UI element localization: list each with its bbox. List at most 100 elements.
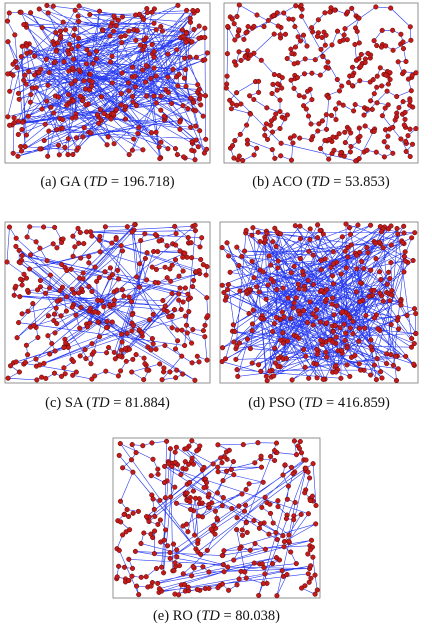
city — [76, 3, 82, 9]
city — [89, 233, 95, 239]
city — [82, 347, 88, 353]
city — [212, 508, 218, 514]
city — [61, 365, 67, 371]
city — [263, 373, 269, 379]
city — [365, 50, 371, 56]
city — [119, 14, 126, 20]
city — [19, 126, 25, 133]
city — [307, 547, 313, 553]
city — [105, 113, 111, 119]
city — [148, 347, 154, 353]
city — [105, 134, 111, 140]
city — [373, 256, 379, 262]
city — [203, 136, 209, 142]
city — [325, 59, 331, 65]
city — [317, 227, 323, 233]
city — [76, 35, 82, 41]
city — [15, 118, 21, 124]
caption-open: ( — [299, 395, 304, 411]
city — [394, 317, 400, 323]
city — [291, 300, 297, 306]
city — [129, 328, 135, 334]
city — [61, 59, 67, 65]
city — [307, 237, 313, 243]
city — [234, 367, 240, 373]
city — [161, 365, 167, 371]
city — [377, 290, 383, 296]
city — [383, 72, 389, 78]
city — [200, 262, 206, 268]
city — [232, 138, 238, 144]
city — [73, 114, 79, 120]
city — [306, 248, 312, 254]
city — [330, 261, 336, 267]
city — [267, 510, 274, 516]
city — [103, 368, 109, 374]
city — [24, 50, 30, 56]
city — [169, 463, 175, 470]
city — [62, 371, 68, 377]
city — [152, 279, 158, 285]
caption-method: SA — [65, 395, 84, 411]
city — [204, 357, 210, 363]
city — [141, 530, 147, 536]
city — [237, 288, 243, 294]
city — [88, 130, 94, 136]
city — [23, 342, 29, 348]
city — [177, 285, 183, 291]
city — [133, 37, 139, 43]
city — [345, 254, 351, 260]
city — [262, 237, 268, 243]
city — [119, 40, 125, 46]
city — [60, 117, 66, 123]
city — [124, 507, 130, 513]
city — [285, 483, 291, 489]
city — [342, 140, 348, 146]
city — [35, 334, 41, 341]
city — [222, 297, 228, 303]
city — [328, 264, 334, 270]
city — [136, 592, 142, 598]
city — [121, 511, 127, 518]
city — [286, 538, 292, 544]
city — [86, 283, 92, 290]
city — [50, 241, 56, 247]
city — [400, 99, 406, 105]
city — [109, 272, 115, 278]
city — [170, 66, 176, 72]
city — [318, 319, 324, 325]
city — [282, 462, 288, 468]
city — [148, 583, 154, 589]
city — [277, 316, 283, 323]
city — [94, 278, 100, 284]
city — [99, 298, 105, 304]
city — [413, 330, 419, 337]
city — [219, 581, 225, 587]
city — [108, 116, 114, 122]
city — [181, 154, 187, 160]
city — [155, 580, 161, 586]
city — [289, 377, 295, 383]
city — [288, 316, 294, 322]
city — [45, 10, 51, 16]
city — [44, 98, 50, 104]
city — [39, 25, 45, 31]
city — [328, 112, 334, 118]
city — [272, 448, 278, 454]
city — [130, 99, 136, 105]
city — [407, 24, 413, 30]
city — [155, 249, 161, 255]
city — [281, 314, 287, 320]
city — [353, 57, 360, 63]
city — [126, 152, 132, 158]
city — [280, 285, 286, 291]
city — [356, 338, 362, 344]
city — [167, 446, 173, 452]
city — [134, 274, 140, 280]
city — [200, 564, 206, 570]
city — [339, 309, 345, 315]
city — [224, 73, 230, 79]
city — [164, 438, 170, 444]
city — [141, 37, 147, 43]
